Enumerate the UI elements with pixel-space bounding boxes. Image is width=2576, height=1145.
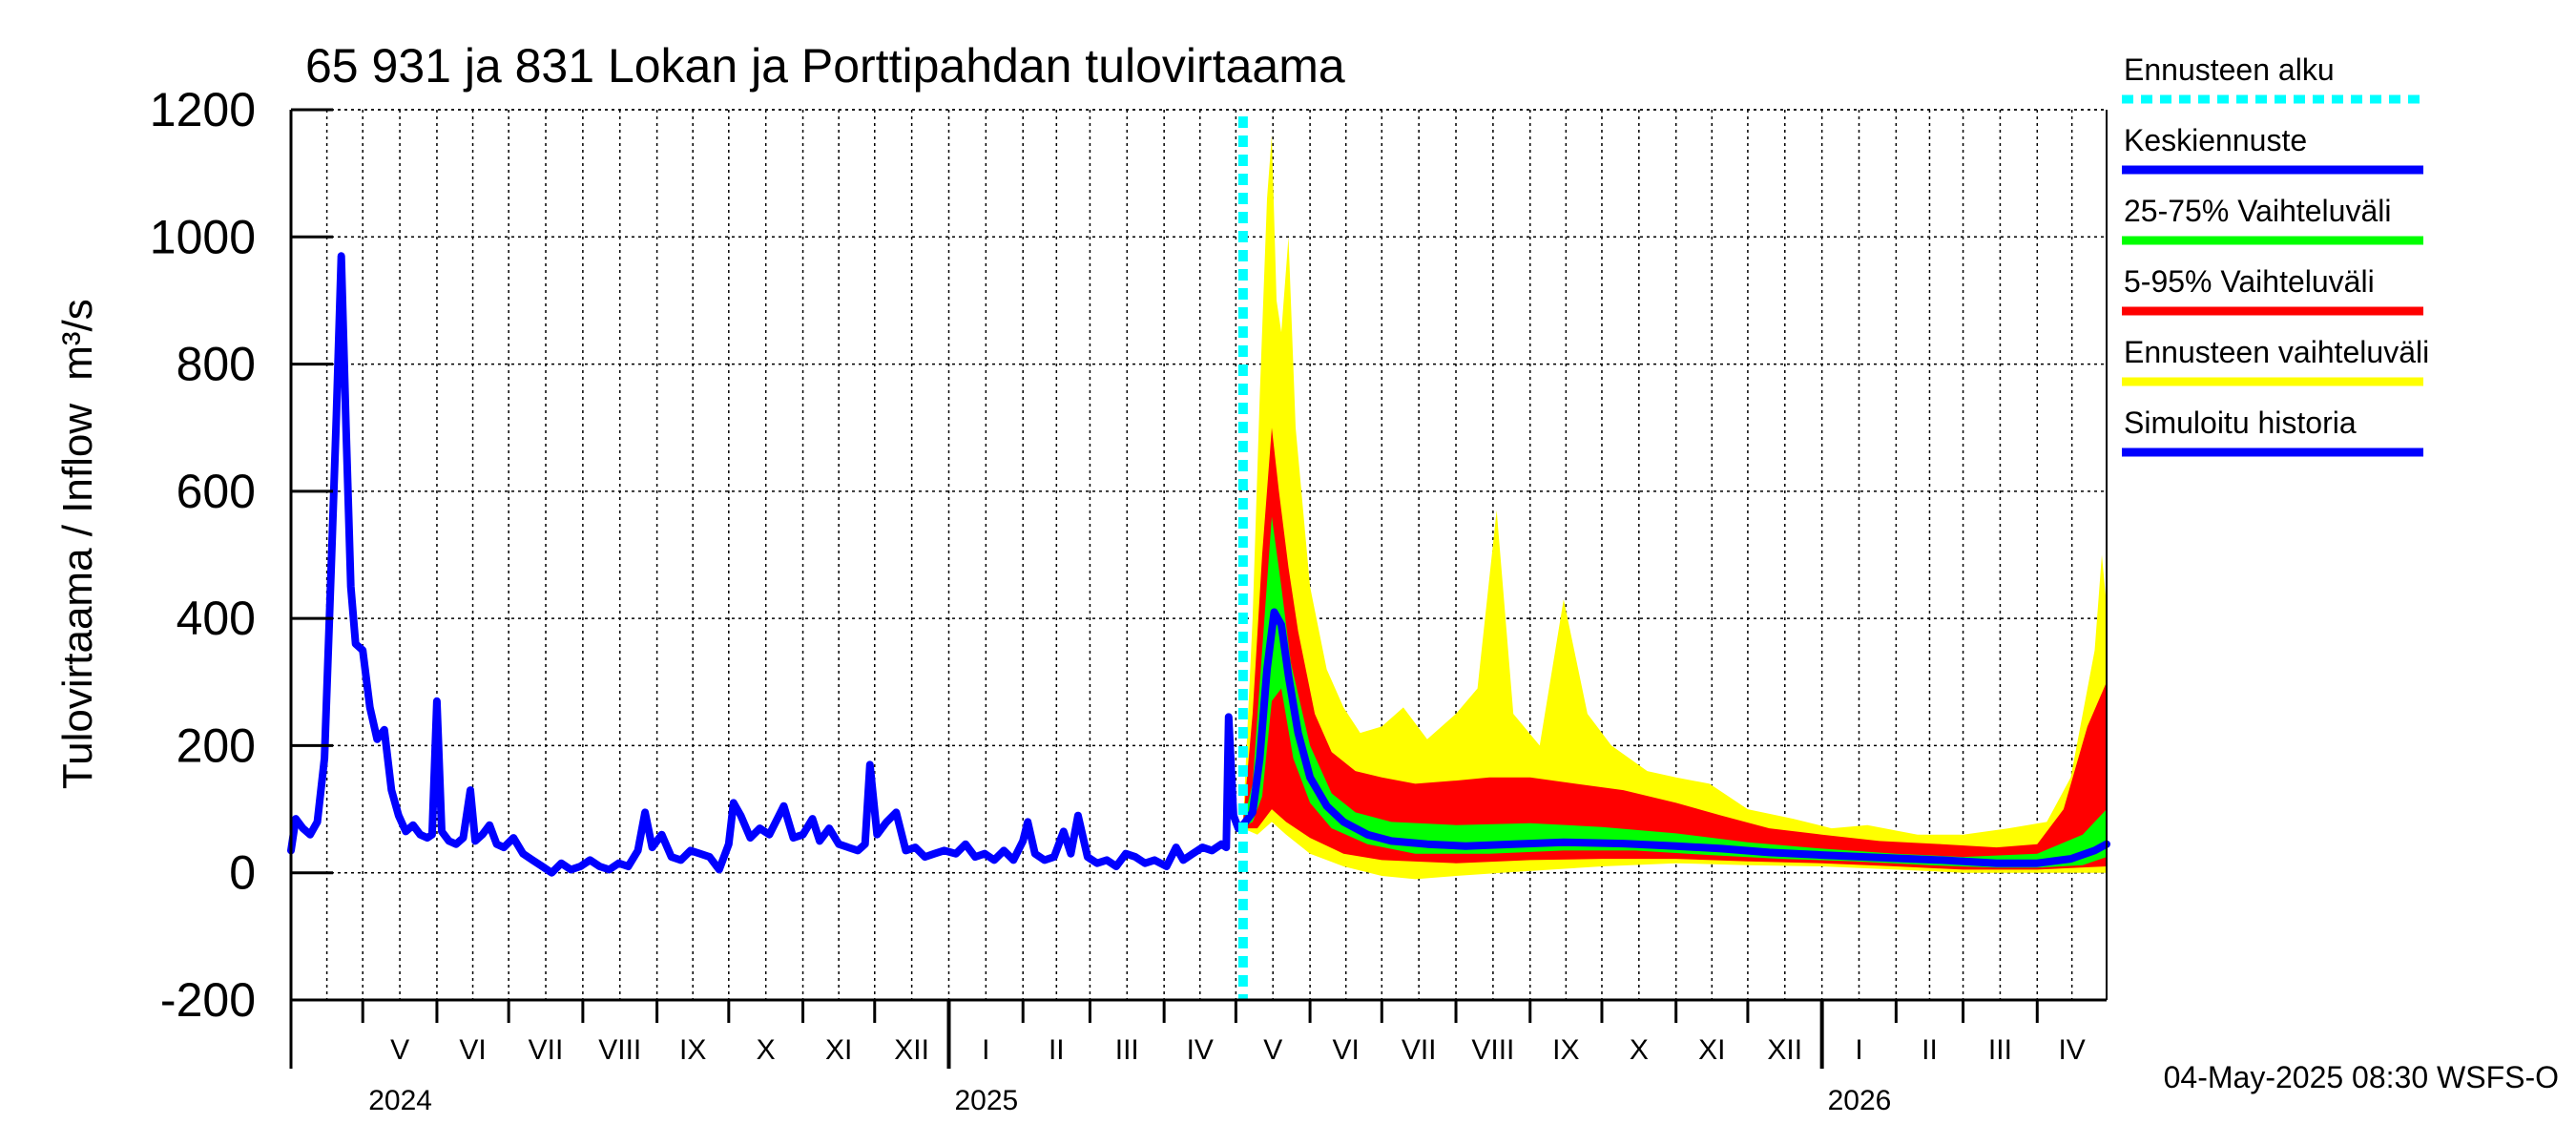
month-label: I <box>1855 1034 1862 1066</box>
month-label: XI <box>825 1034 852 1066</box>
y-axis-label: Tulovirtaama / Inflow <box>54 404 101 790</box>
month-label: III <box>1115 1034 1139 1066</box>
y-tick-label: 200 <box>177 718 256 772</box>
timestamp-footer: 04-May-2025 08:30 WSFS-O <box>2164 1060 2559 1094</box>
y-tick-label: 800 <box>177 338 256 391</box>
month-label: VII <box>529 1034 564 1066</box>
legend-label: Simuloitu historia <box>2124 406 2357 440</box>
month-label: II <box>1922 1034 1938 1066</box>
series-lines <box>287 252 2110 877</box>
month-label: VI <box>1333 1034 1360 1066</box>
simulated-history-line <box>287 252 1247 877</box>
month-label: V <box>1263 1034 1282 1066</box>
legend: Ennusteen alku Keskiennuste 25-75% Vaihtel… <box>2122 52 2429 457</box>
y-tick-label: 1200 <box>150 83 256 136</box>
month-label: X <box>757 1034 776 1066</box>
y-tick-label: 600 <box>177 465 256 518</box>
month-label: XII <box>894 1034 929 1066</box>
y-tick-label: -200 <box>160 973 256 1027</box>
legend-label: 5-95% Vaihteluväli <box>2124 264 2375 299</box>
month-label: IV <box>2058 1034 2085 1066</box>
legend-label: Ennusteen vaihteluväli <box>2124 335 2429 369</box>
month-label: X <box>1630 1034 1649 1066</box>
month-label: V <box>390 1034 409 1066</box>
y-axis-unit: m³/s <box>54 299 101 381</box>
year-label: 2025 <box>954 1085 1018 1116</box>
legend-label: Keskiennuste <box>2124 123 2307 157</box>
month-label: VIII <box>598 1034 641 1066</box>
legend-label: Ennusteen alku <box>2124 52 2335 87</box>
month-label: XI <box>1698 1034 1725 1066</box>
year-label: 2026 <box>1828 1085 1892 1116</box>
month-label: III <box>1988 1034 2012 1066</box>
month-label: I <box>982 1034 989 1066</box>
month-label: VI <box>459 1034 486 1066</box>
month-label: II <box>1049 1034 1065 1066</box>
y-tick-label: 0 <box>229 846 256 900</box>
month-label: IX <box>679 1034 706 1066</box>
grid <box>291 109 2107 1001</box>
month-label: XII <box>1767 1034 1802 1066</box>
month-label: IX <box>1552 1034 1579 1066</box>
month-label: VIII <box>1471 1034 1514 1066</box>
y-tick-label: 1000 <box>150 210 256 263</box>
chart-title: 65 931 ja 831 Lokan ja Porttipahdan tulo… <box>305 39 1345 93</box>
legend-label: 25-75% Vaihteluväli <box>2124 194 2391 228</box>
mean-forecast-line <box>1238 608 2110 867</box>
month-label: VII <box>1402 1034 1437 1066</box>
y-tick-label: 400 <box>177 592 256 645</box>
year-label: 2024 <box>368 1085 432 1116</box>
month-label: IV <box>1187 1034 1214 1066</box>
